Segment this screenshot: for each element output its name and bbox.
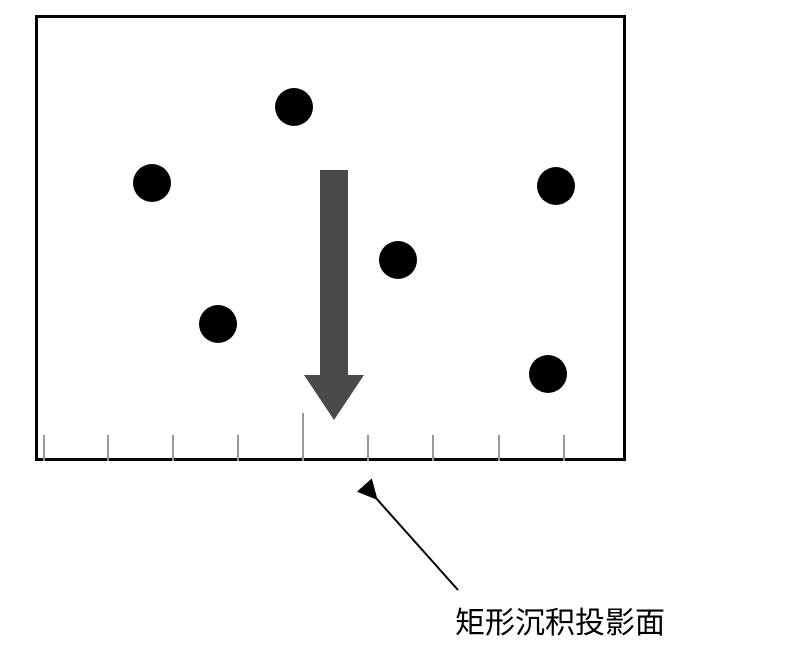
particle-5: [199, 305, 237, 343]
arrow-shaft: [320, 170, 348, 375]
particle-1: [275, 88, 313, 126]
arrow-head: [304, 375, 364, 420]
particle-6: [529, 355, 567, 393]
tick-5: [302, 413, 304, 461]
particle-2: [133, 164, 171, 202]
tick-7: [432, 435, 434, 461]
tick-9: [563, 435, 565, 461]
tick-8: [498, 435, 500, 461]
particle-3: [537, 167, 575, 205]
tick-6: [367, 435, 369, 461]
tick-1: [43, 435, 45, 461]
particle-4: [379, 241, 417, 279]
projection-caption: 矩形沉积投影面: [455, 598, 665, 642]
tick-2: [107, 435, 109, 461]
tick-4: [237, 435, 239, 461]
tick-3: [172, 435, 174, 461]
